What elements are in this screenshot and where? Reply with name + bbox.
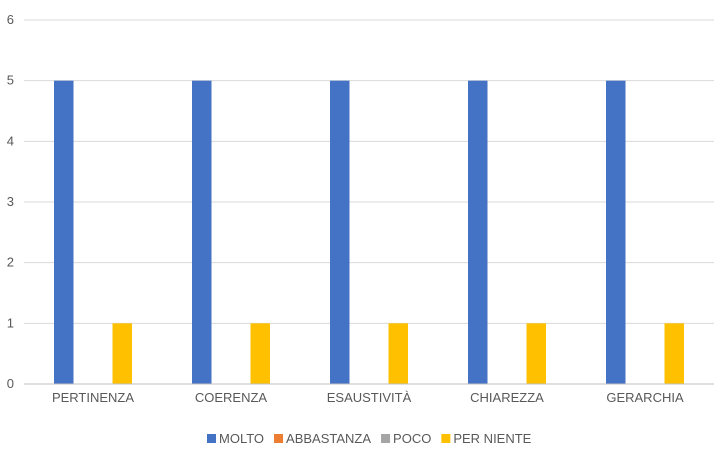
bar-molto-1 xyxy=(192,80,212,385)
legend-item: POCO xyxy=(381,431,431,446)
y-tick-label: 1 xyxy=(7,315,14,330)
gridlines xyxy=(24,19,714,324)
legend-item: MOLTO xyxy=(207,431,264,446)
x-axis-categories: PERTINENZA COERENZA ESAUSTIVITÀ CHIAREZZA GE… xyxy=(52,390,684,405)
legend-label: ABBASTANZA xyxy=(286,431,371,446)
bar-molto-4 xyxy=(606,80,626,385)
x-category-label: PERTINENZA xyxy=(52,390,134,405)
bar-per-niente-2 xyxy=(388,323,408,384)
bar-per-niente-3 xyxy=(526,323,546,384)
bars xyxy=(54,80,684,385)
legend-swatch xyxy=(207,434,216,443)
legend-label: PER NIENTE xyxy=(453,431,531,446)
bar-molto-0 xyxy=(54,80,74,385)
x-category-label: COERENZA xyxy=(195,390,268,405)
legend-item: PER NIENTE xyxy=(441,431,532,446)
y-tick-label: 0 xyxy=(7,376,14,391)
y-tick-label: 5 xyxy=(7,73,14,88)
legend-label: MOLTO xyxy=(219,431,264,446)
legend-swatch xyxy=(381,434,391,443)
y-axis-ticks: 0 1 2 3 4 5 6 xyxy=(7,12,14,391)
y-tick-label: 3 xyxy=(7,194,14,209)
y-tick-label: 6 xyxy=(7,12,14,27)
y-tick-label: 2 xyxy=(7,255,14,270)
legend-item: ABBASTANZA xyxy=(274,431,371,446)
y-tick-label: 4 xyxy=(7,133,14,148)
bar-molto-2 xyxy=(330,80,350,385)
bar-per-niente-1 xyxy=(250,323,270,384)
x-category-label: GERARCHIA xyxy=(606,390,684,405)
x-category-label: CHIAREZZA xyxy=(470,390,544,405)
legend: MOLTO ABBASTANZA POCO PER NIENTE xyxy=(207,431,532,446)
legend-swatch xyxy=(274,434,284,443)
legend-label: POCO xyxy=(393,431,431,446)
bar-per-niente-4 xyxy=(664,323,684,384)
x-category-label: ESAUSTIVITÀ xyxy=(327,390,412,405)
bar-molto-3 xyxy=(468,80,488,385)
legend-swatch xyxy=(441,434,451,443)
bar-per-niente-0 xyxy=(112,323,132,384)
